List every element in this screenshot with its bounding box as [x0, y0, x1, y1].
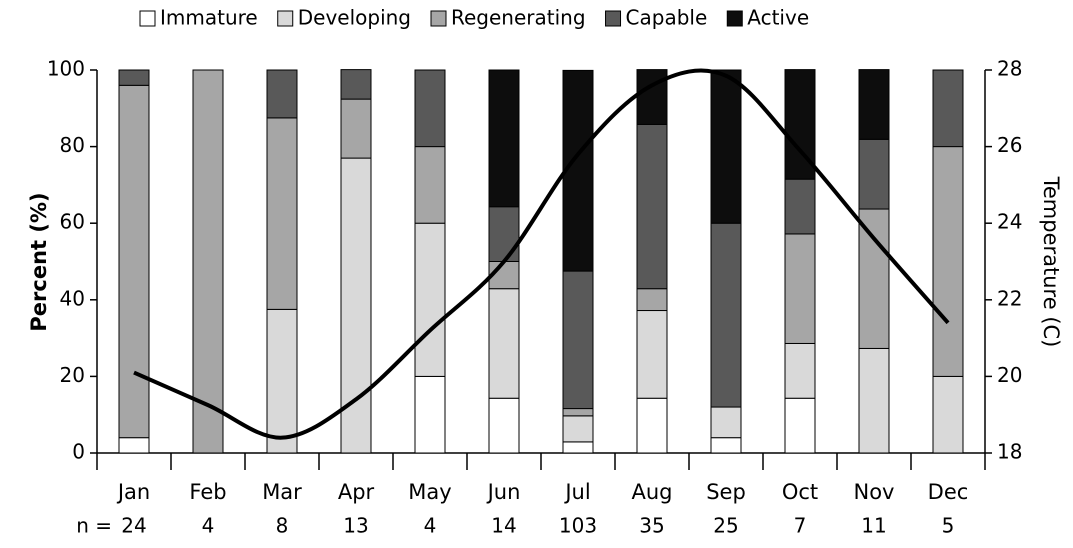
bar-segment — [414, 69, 446, 148]
bar-segment — [266, 69, 298, 119]
bar-segment — [710, 406, 742, 439]
bar-segment — [710, 222, 742, 408]
bar-segment — [636, 69, 668, 125]
y2-tick-label: 22 — [997, 286, 1022, 310]
y-axis-title: Percent (%) — [27, 192, 51, 331]
bar-segment — [710, 69, 742, 224]
x-tick-label: Feb — [189, 480, 226, 504]
bar-segment — [340, 98, 372, 159]
bar-segment — [784, 178, 816, 235]
legend-label: Immature — [160, 6, 258, 30]
bar-segment — [340, 157, 372, 454]
legend-label: Capable — [626, 6, 708, 30]
y2-axis-title: Temperature (C) — [1039, 176, 1063, 348]
bar-segment — [636, 397, 668, 454]
n-value: 13 — [343, 514, 368, 538]
legend-label: Developing — [298, 6, 411, 30]
x-tick-label: Jul — [563, 480, 590, 504]
x-tick-label: Aug — [631, 480, 672, 504]
temperature-line — [133, 68, 950, 440]
bar-segment — [858, 208, 890, 349]
n-value: 25 — [713, 514, 738, 538]
y2-tick-label: 20 — [997, 363, 1022, 387]
y2-tick-label: 28 — [997, 57, 1022, 81]
bar-segment — [118, 437, 150, 454]
legend-swatch — [139, 10, 156, 27]
n-value: 8 — [276, 514, 289, 538]
legend-label: Regenerating — [451, 6, 586, 30]
y2-tick-label: 24 — [997, 210, 1022, 234]
bar-segment — [414, 146, 446, 224]
bar-segment — [192, 69, 224, 454]
bar-segment — [562, 415, 594, 443]
bar-segment — [118, 84, 150, 439]
bar-segment — [784, 233, 816, 344]
y2-tick-label: 18 — [997, 440, 1022, 464]
bar-segment — [488, 397, 520, 454]
n-label: n = — [76, 514, 112, 538]
legend-label: Active — [747, 6, 809, 30]
n-value: 5 — [942, 514, 955, 538]
x-tick-label: Oct — [782, 480, 818, 504]
x-tick-label: Sep — [706, 480, 746, 504]
y-tick-label: 100 — [47, 57, 85, 81]
y2-tick-label: 26 — [997, 133, 1022, 157]
bar-segment — [266, 117, 298, 310]
n-value: 14 — [491, 514, 516, 538]
x-tick-label: Dec — [928, 480, 969, 504]
x-tick-label: Mar — [262, 480, 302, 504]
bar-segment — [562, 441, 594, 454]
x-tick-label: Jan — [116, 480, 150, 504]
bar-segment — [118, 69, 150, 86]
x-tick-label: Nov — [854, 480, 895, 504]
legend-swatch — [605, 10, 622, 27]
x-tick-label: May — [408, 480, 451, 504]
n-value: 35 — [639, 514, 664, 538]
bar-segment — [636, 123, 668, 290]
bar-segment — [562, 408, 594, 417]
n-value: 24 — [121, 514, 146, 538]
bar-segment — [858, 69, 890, 140]
y-tick-label: 20 — [60, 363, 85, 387]
bar-segment — [784, 342, 816, 399]
bar-segment — [710, 437, 742, 454]
bar-segment — [932, 375, 964, 454]
x-tick-label: Apr — [338, 480, 375, 504]
bar-segment — [636, 288, 668, 312]
bar-segment — [562, 270, 594, 410]
bar-segment — [340, 69, 372, 100]
bar-segment — [932, 146, 964, 377]
y-tick-label: 80 — [60, 133, 85, 157]
legend-swatch — [430, 10, 447, 27]
bar-segment — [414, 222, 446, 377]
y-tick-label: 40 — [60, 286, 85, 310]
n-value: 11 — [861, 514, 886, 538]
n-value: 103 — [559, 514, 597, 538]
bar-segment — [858, 347, 890, 454]
bar-segment — [932, 69, 964, 148]
x-tick-label: Jun — [486, 480, 521, 504]
bar-segment — [488, 69, 520, 208]
bar-segment — [488, 206, 520, 263]
bar-segment — [858, 138, 890, 210]
y-tick-label: 0 — [72, 440, 85, 464]
bar-segment — [636, 310, 668, 399]
legend-swatch — [726, 10, 743, 27]
n-value: 7 — [794, 514, 807, 538]
legend-swatch — [277, 10, 294, 27]
bar-segment — [784, 397, 816, 454]
bar-segment — [488, 288, 520, 399]
n-value: 4 — [424, 514, 437, 538]
bar-segment — [414, 375, 446, 454]
bar-segment — [266, 308, 298, 454]
n-value: 4 — [202, 514, 215, 538]
y-tick-label: 60 — [60, 210, 85, 234]
